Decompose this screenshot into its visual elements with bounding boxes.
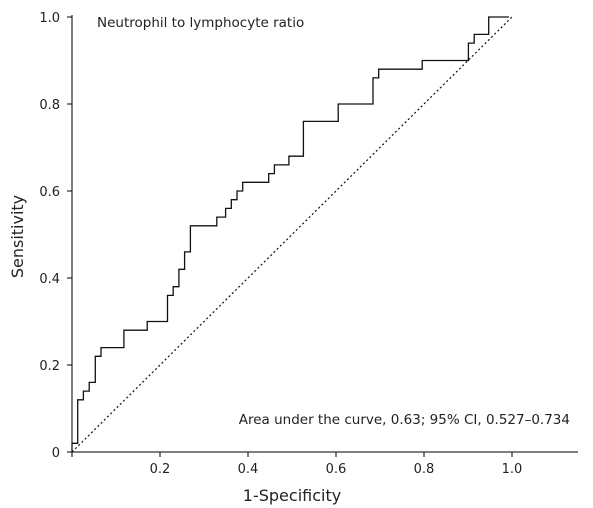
auc-annotation: Area under the curve, 0.63; 95% CI, 0.52…: [239, 412, 570, 428]
ticks: 0 0.2 0.4 0.6 0.8 1.0 0.2 0.4 0.6 0.8 1.0: [39, 11, 522, 477]
y-tick-label: 0.4: [39, 272, 60, 287]
x-tick-label: 1.0: [502, 462, 523, 477]
y-tick-label: 1.0: [39, 11, 60, 26]
x-tick-label: 0.6: [326, 462, 347, 477]
axes: [67, 15, 578, 457]
roc-curve: [71, 16, 509, 452]
curves: [71, 16, 513, 453]
y-tick-label: 0.2: [39, 359, 60, 374]
y-tick-label: 0: [52, 446, 60, 461]
x-tick-label: 0.4: [238, 462, 259, 477]
y-tick-label: 0.8: [39, 98, 60, 113]
y-axis-title: Sensitivity: [8, 195, 27, 278]
y-tick-label: 0.6: [39, 185, 60, 200]
x-tick-label: 0.8: [414, 462, 435, 477]
chart-title: Neutrophil to lymphocyte ratio: [97, 15, 304, 31]
x-tick-label: 0.2: [150, 462, 171, 477]
x-axis-title: 1-Specificity: [243, 486, 341, 505]
reference-line: [71, 16, 513, 453]
